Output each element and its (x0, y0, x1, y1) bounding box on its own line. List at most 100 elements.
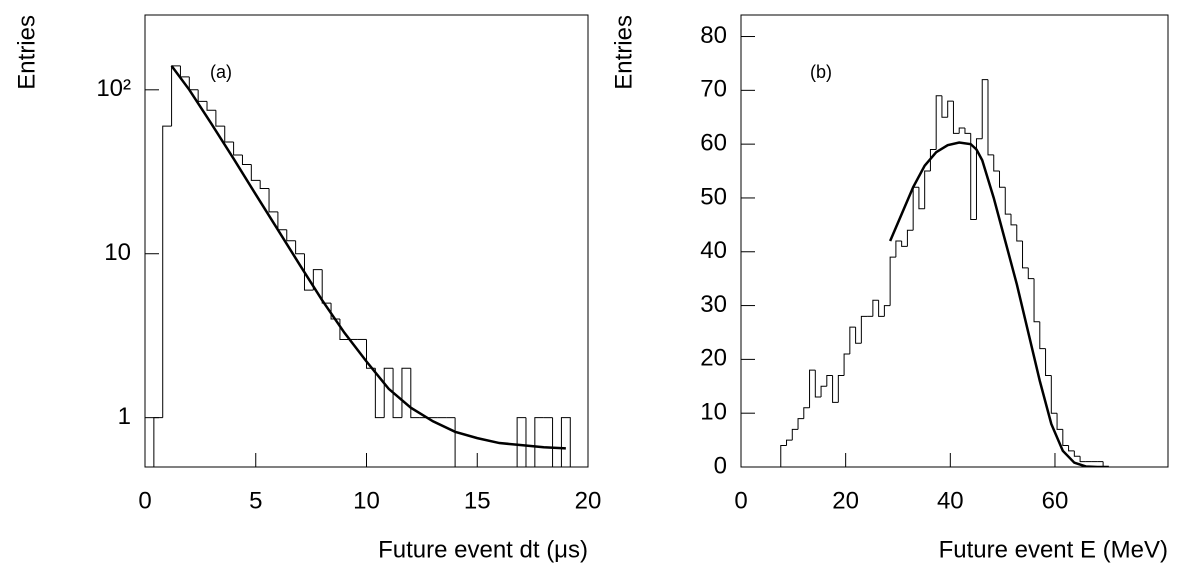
histogram-bin (814, 370, 822, 398)
y-tick-label: 60 (700, 129, 727, 156)
histogram-bin (826, 375, 833, 387)
histogram-bin (401, 367, 411, 418)
histogram-bin (1056, 413, 1063, 430)
plot-area (775, 79, 1109, 467)
histogram-bin (1050, 375, 1058, 414)
histogram-bin (259, 180, 270, 189)
histogram-bin (1033, 278, 1040, 323)
x-tick-label: 60 (1042, 487, 1069, 514)
x-tick-label: 0 (734, 487, 747, 514)
x-axis-title: Future event dt (μs) (378, 536, 588, 563)
histogram-bin (552, 417, 562, 467)
histogram-bin (1045, 348, 1052, 377)
histogram-bin (843, 353, 850, 376)
histogram-bin (786, 439, 793, 446)
histogram-bin (153, 417, 163, 467)
histogram-bin (534, 417, 544, 467)
histogram-bin (268, 188, 278, 213)
y-tick-label: 0 (714, 452, 727, 479)
histogram-bin (981, 79, 988, 139)
histogram-bin (162, 125, 172, 418)
histogram-bin (901, 241, 908, 247)
x-tick-label: 15 (464, 487, 491, 514)
histogram-bin (277, 211, 287, 231)
fit-curve (888, 141, 1109, 467)
y-tick-label: 1 (118, 403, 131, 430)
histogram-bin (197, 89, 208, 102)
fit-curve (170, 65, 566, 450)
histogram-bin (179, 65, 190, 78)
histogram-bin (525, 417, 535, 467)
y-tick-label: 70 (700, 76, 727, 103)
annotation: (b) (810, 62, 832, 82)
y-tick-label: 20 (700, 345, 727, 372)
histogram-bin (832, 375, 839, 403)
y-tick-label: 10 (700, 399, 727, 426)
histogram-bin (1022, 241, 1029, 269)
histogram-bin (803, 407, 810, 419)
histogram-bin (872, 299, 879, 317)
histogram-bin (947, 100, 954, 118)
histogram-bin (1004, 187, 1012, 215)
histogram-bin (215, 110, 225, 127)
histogram-bin (849, 326, 856, 354)
panel: 0 10 20 30 40 50 60 70 80 0 20 40 60 Future event E (… (610, 14, 1169, 563)
x-tick-label: 40 (937, 487, 964, 514)
histogram-bin (1073, 450, 1081, 457)
x-axis-title: Future event E (MeV) (939, 536, 1168, 563)
x-tick-label: 5 (249, 487, 262, 514)
histogram-bin (321, 269, 332, 304)
histogram-bin (970, 133, 977, 220)
histogram-bin (855, 327, 862, 344)
histogram-bin (993, 154, 1000, 172)
panel: 1 10 10² 0 5 10 15 20 Future event dt (μs) Entrie… (13, 14, 602, 563)
histogram-bin (392, 368, 402, 419)
plot-frame (740, 14, 1169, 468)
histogram-bin (206, 101, 216, 111)
x-tick-label: 20 (832, 487, 859, 514)
annotation: (a) (210, 62, 232, 82)
histogram-bin (780, 444, 787, 467)
histogram-bin (935, 95, 942, 150)
histogram-bin (188, 76, 199, 91)
histogram-bin (918, 187, 925, 210)
y-tick-label: 30 (700, 291, 727, 318)
histogram-bin (233, 142, 243, 156)
plot-area (145, 65, 571, 467)
histogram-bin (929, 149, 937, 172)
histogram-bin (797, 418, 804, 430)
histogram-bin (809, 369, 816, 408)
histogram-bin (1068, 445, 1075, 452)
histogram-bin (330, 303, 340, 320)
histogram-bin (250, 164, 261, 181)
histogram-bin (224, 126, 234, 143)
y-axis-title: Entries (610, 15, 637, 90)
histogram-bin (286, 229, 296, 242)
x-tick-label: 20 (575, 487, 602, 514)
histogram-bin (889, 256, 896, 306)
x-tick-label: 0 (138, 487, 151, 514)
histogram-bin (791, 428, 799, 441)
histogram-bin (312, 269, 323, 291)
histogram-bin (241, 155, 252, 166)
y-tick-label: 10² (96, 75, 131, 102)
x-tick-label: 10 (353, 487, 380, 514)
plot-frame (144, 14, 589, 468)
histogram-bin (516, 417, 526, 467)
histogram-bin (1039, 321, 1046, 350)
y-axis-title: Entries (13, 15, 40, 90)
histogram-bin (964, 128, 971, 134)
y-tick-label: 40 (700, 237, 727, 264)
histogram-bin (1010, 214, 1017, 226)
histogram-bin (295, 240, 305, 255)
histogram-bin (975, 138, 983, 220)
histogram-bin (837, 375, 845, 403)
histogram-bin (941, 95, 948, 118)
histogram-bin (924, 170, 931, 209)
histogram-bin (410, 368, 420, 419)
y-tick-label: 10 (104, 239, 131, 266)
histogram-bin (454, 417, 464, 467)
histogram-bin (1079, 456, 1086, 463)
histogram-bin (860, 315, 868, 344)
